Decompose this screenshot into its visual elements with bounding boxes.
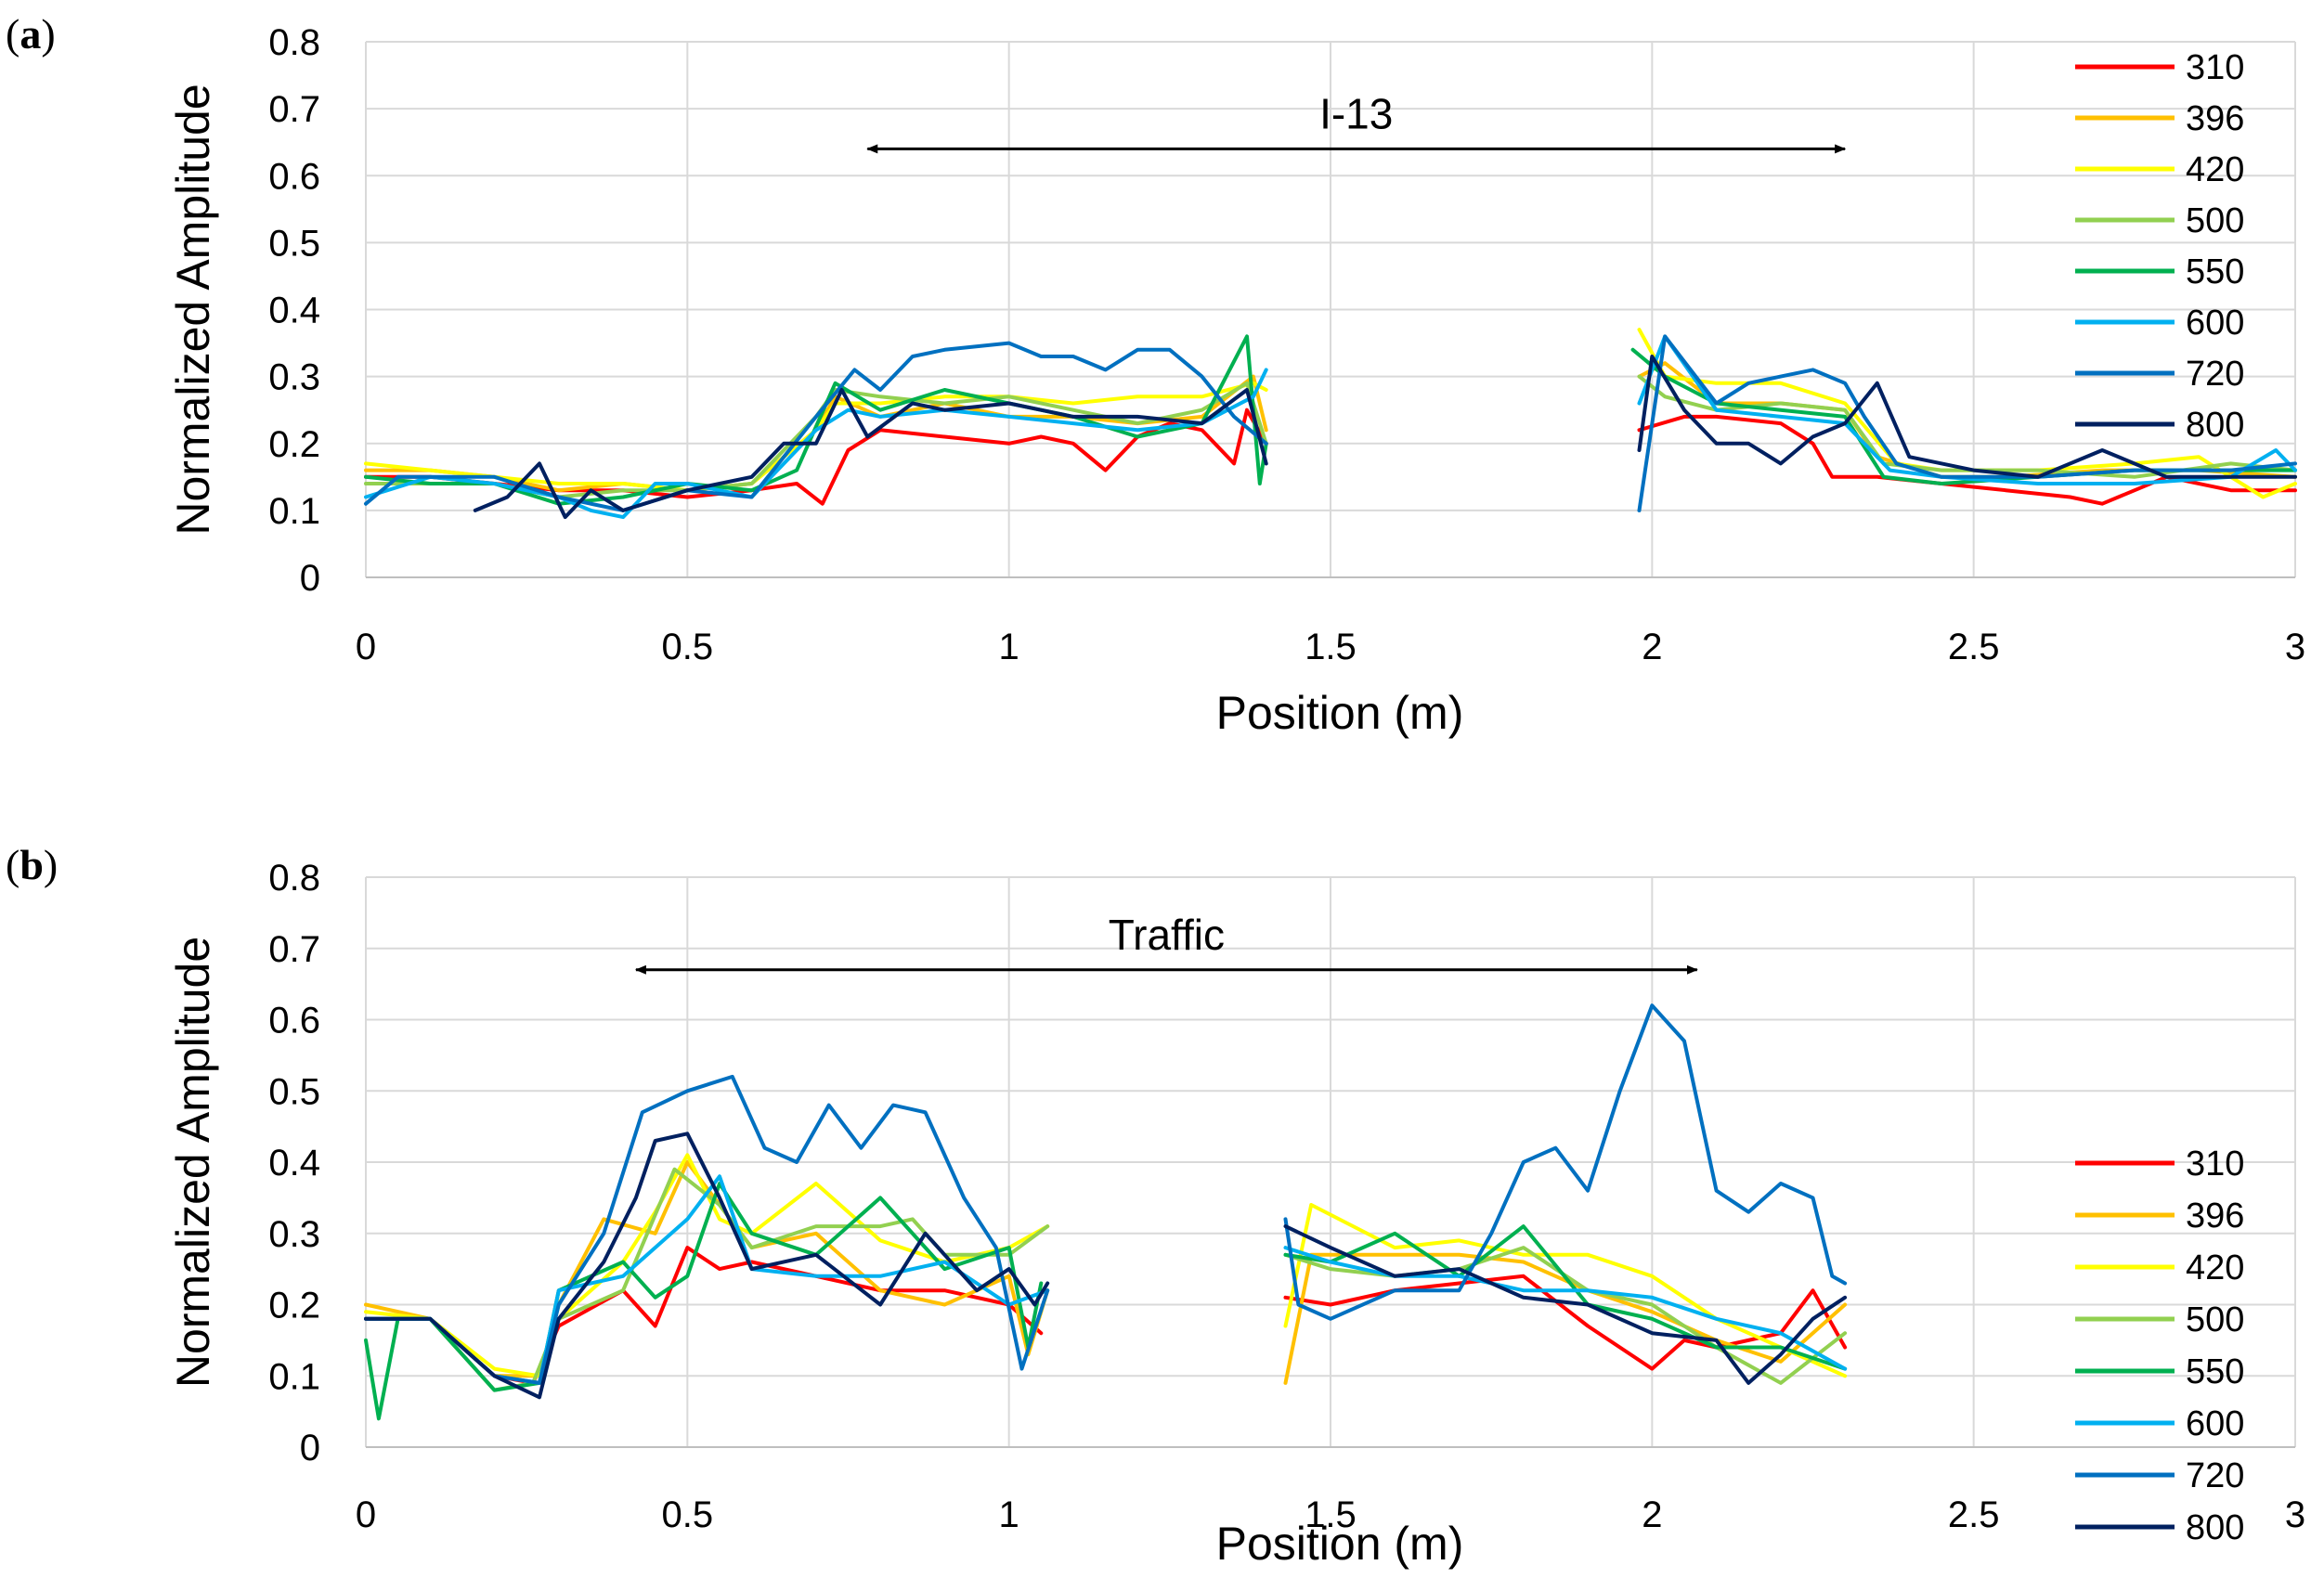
legend-label-b-550: 550	[2186, 1352, 2244, 1391]
panel-label-b-letter: b	[19, 841, 44, 888]
y-tick-label-b-2: 0.2	[268, 1286, 320, 1326]
legend-label-b-800: 800	[2186, 1508, 2244, 1547]
legend-label-b-500: 500	[2186, 1300, 2244, 1339]
y-tick-label-a-5: 0.5	[268, 223, 320, 264]
series-396-line-a-0	[364, 374, 1268, 493]
series-420-line-b-1	[1283, 1203, 1848, 1378]
y-tick-label-a-4: 0.4	[268, 291, 320, 331]
legend-label-a-600: 600	[2186, 304, 2244, 343]
panel-label-a: (a)	[6, 9, 56, 58]
y-tick-label-b-8: 0.8	[268, 858, 320, 899]
panel-label-a-open: (	[6, 10, 20, 58]
series-800-line-b-1	[1283, 1224, 1848, 1385]
series-720-line-b-0	[364, 1074, 1050, 1385]
annotation-label-b: Traffic	[1109, 911, 1225, 959]
x-tick-label-b-5: 2.5	[1948, 1494, 2000, 1535]
y-axis-title-a: Normalized Amplitude	[167, 84, 219, 535]
series-720-line-a-0	[364, 341, 1268, 512]
y-tick-label-b-3: 0.3	[268, 1214, 320, 1255]
x-tick-label-a-6: 3	[2285, 627, 2305, 667]
series-310-line-b-1	[1283, 1274, 1848, 1371]
legend-label-a-550: 550	[2186, 252, 2244, 291]
series-720-line-b-1	[1283, 1003, 1848, 1321]
panel-label-b-close: )	[43, 841, 58, 888]
y-tick-label-a-6: 0.6	[268, 156, 320, 197]
series-550-line-a-0	[364, 334, 1268, 506]
series-420-line-b-0	[364, 1153, 1050, 1378]
y-tick-label-a-0: 0	[300, 558, 320, 599]
series-500-line-b-0	[364, 1167, 1050, 1392]
legend-label-a-310: 310	[2186, 48, 2244, 87]
x-tick-label-b-4: 2	[1642, 1494, 1662, 1535]
x-tick-label-b-2: 1	[999, 1494, 1019, 1535]
legend-label-a-420: 420	[2186, 150, 2244, 189]
legend-label-b-420: 420	[2186, 1248, 2244, 1287]
y-tick-label-b-5: 0.5	[268, 1071, 320, 1112]
legend-label-b-396: 396	[2186, 1196, 2244, 1235]
y-tick-label-a-7: 0.7	[268, 89, 320, 130]
legend-label-a-500: 500	[2186, 201, 2244, 240]
series-396-line-b-0	[364, 1160, 1050, 1378]
panel-label-b: (b)	[6, 840, 58, 889]
x-tick-label-a-4: 2	[1642, 627, 1662, 667]
series-396-line-b-1	[1283, 1252, 1848, 1385]
legend-label-a-800: 800	[2186, 406, 2244, 445]
x-tick-label-a-2: 1	[999, 627, 1019, 667]
series-500-line-b-1	[1283, 1246, 1848, 1385]
chart-a: 0 0.5 1 1.5 2 2.5 3 0 0.1 0.2 0.3 0.4 0.5 0.6 0.7 0.8 Po…	[167, 22, 2305, 739]
y-tick-label-b-4: 0.4	[268, 1143, 320, 1184]
y-tick-label-b-1: 0.1	[268, 1356, 320, 1397]
series-550-line-b-1	[1283, 1224, 1848, 1371]
x-tick-label-a-0: 0	[356, 627, 376, 667]
y-tick-label-a-3: 0.3	[268, 357, 320, 398]
y-tick-label-a-8: 0.8	[268, 22, 320, 63]
series-720-line-a-1	[1637, 334, 2297, 512]
y-axis-title-b: Normalized Amplitude	[167, 937, 219, 1388]
x-tick-label-a-5: 2.5	[1948, 627, 2000, 667]
series-310-line-b-0	[364, 1246, 1044, 1385]
x-tick-label-b-1: 0.5	[662, 1494, 714, 1535]
series-600-line-a-1	[1637, 334, 2297, 485]
series-800-line-a-0	[473, 388, 1268, 520]
x-tick-label-b-6: 3	[2285, 1494, 2305, 1535]
x-axis-title-a: Position (m)	[1216, 687, 1464, 739]
y-tick-label-a-2: 0.2	[268, 424, 320, 465]
legend-label-a-720: 720	[2186, 355, 2244, 394]
series-420-line-a-0	[364, 381, 1268, 493]
series-600-line-b-1	[1283, 1246, 1848, 1371]
x-tick-label-b-3: 1.5	[1305, 1494, 1357, 1535]
chart-b: 0 0.5 1 1.5 2 2.5 3 0 0.1 0.2 0.3 0.4 0.5 0.6 0.7 0.8 Po…	[167, 858, 2305, 1570]
x-tick-label-b-0: 0	[356, 1494, 376, 1535]
y-tick-label-b-7: 0.7	[268, 929, 320, 970]
legend-label-b-310: 310	[2186, 1145, 2244, 1184]
legend-label-b-600: 600	[2186, 1404, 2244, 1443]
panel-label-b-open: (	[6, 841, 20, 888]
series-800-line-b-0	[364, 1132, 1050, 1400]
series-550-line-b-0	[364, 1182, 1044, 1421]
legend-label-a-396: 396	[2186, 99, 2244, 138]
panel-label-a-close: )	[41, 10, 56, 58]
panel-label-a-letter: a	[19, 10, 42, 58]
annotation-label-a: I-13	[1319, 89, 1393, 137]
y-tick-label-b-6: 0.6	[268, 1001, 320, 1041]
x-axis-title-b: Position (m)	[1216, 1518, 1464, 1570]
legend-label-b-720: 720	[2186, 1456, 2244, 1495]
y-tick-label-a-1: 0.1	[268, 491, 320, 532]
series-800-line-a-1	[1637, 355, 2297, 479]
y-tick-label-b-0: 0	[300, 1428, 320, 1468]
x-tick-label-a-3: 1.5	[1305, 627, 1357, 667]
x-tick-label-a-1: 0.5	[662, 627, 714, 667]
